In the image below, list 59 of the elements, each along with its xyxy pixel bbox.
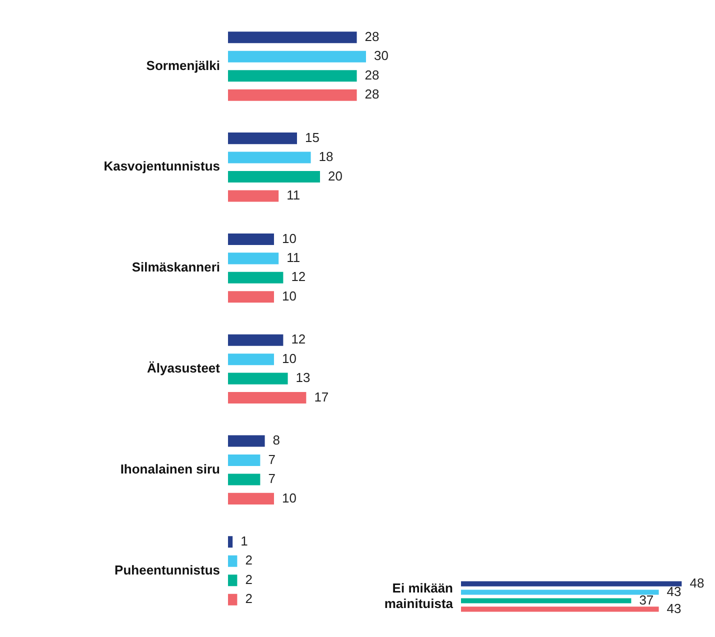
bar [228,272,284,284]
data-label: 43 [666,600,682,616]
y-tick-label: Älyasusteet [147,360,221,376]
bar [228,190,279,202]
data-label: 28 [364,29,380,44]
bar [228,474,260,486]
bar [228,334,284,346]
data-label: 1 [240,534,248,548]
bar [228,89,357,101]
data-label: 2 [245,591,252,606]
y-tick-label: Ihonalainen siru [120,461,220,476]
data-label: 10 [282,288,296,304]
data-label: 18 [318,149,334,164]
data-label: 11 [286,250,300,266]
y-tick-label: Puheentunnistus [114,562,220,578]
bar [228,372,288,384]
bar [228,536,233,548]
data-label: 15 [305,130,320,145]
bar [228,152,311,164]
data-label: 43 [666,584,682,599]
bar [228,32,357,44]
data-label: 7 [268,471,276,486]
bar [228,50,366,62]
data-label: 48 [690,575,704,590]
data-label: 2 [245,572,252,587]
bar [228,132,297,144]
bar [228,233,274,245]
data-label: 12 [291,269,306,284]
bar [228,574,238,586]
data-label: 11 [286,188,300,203]
data-label: 12 [291,332,306,347]
data-label: 30 [374,48,388,64]
y-tick-label: Sormenjälki [146,58,220,73]
data-label: 10 [282,350,296,366]
bar [228,435,265,447]
bar [228,252,279,264]
data-label: 2 [245,552,252,568]
data-label: 20 [328,168,342,184]
data-label: 10 [282,230,296,246]
data-label: 13 [296,370,310,386]
bar [228,170,320,183]
data-label: 37 [639,592,654,608]
y-tick-label: Kasvojentunnistus [104,158,220,174]
data-label: 17 [314,389,329,404]
bar [228,70,357,82]
bar [228,454,260,466]
bar [228,392,306,404]
data-label: 10 [282,490,296,506]
bar [228,354,274,366]
data-label: 8 [272,432,280,448]
y-tick-label: Ei mikään mainituista [384,580,454,611]
data-label: 28 [364,86,380,102]
bar [228,594,238,606]
bar [228,492,274,504]
bar [228,291,274,303]
bar [228,555,238,567]
data-label: 28 [364,67,380,82]
data-label: 7 [268,452,276,467]
y-tick-label: Silmäskanneri [132,260,220,275]
